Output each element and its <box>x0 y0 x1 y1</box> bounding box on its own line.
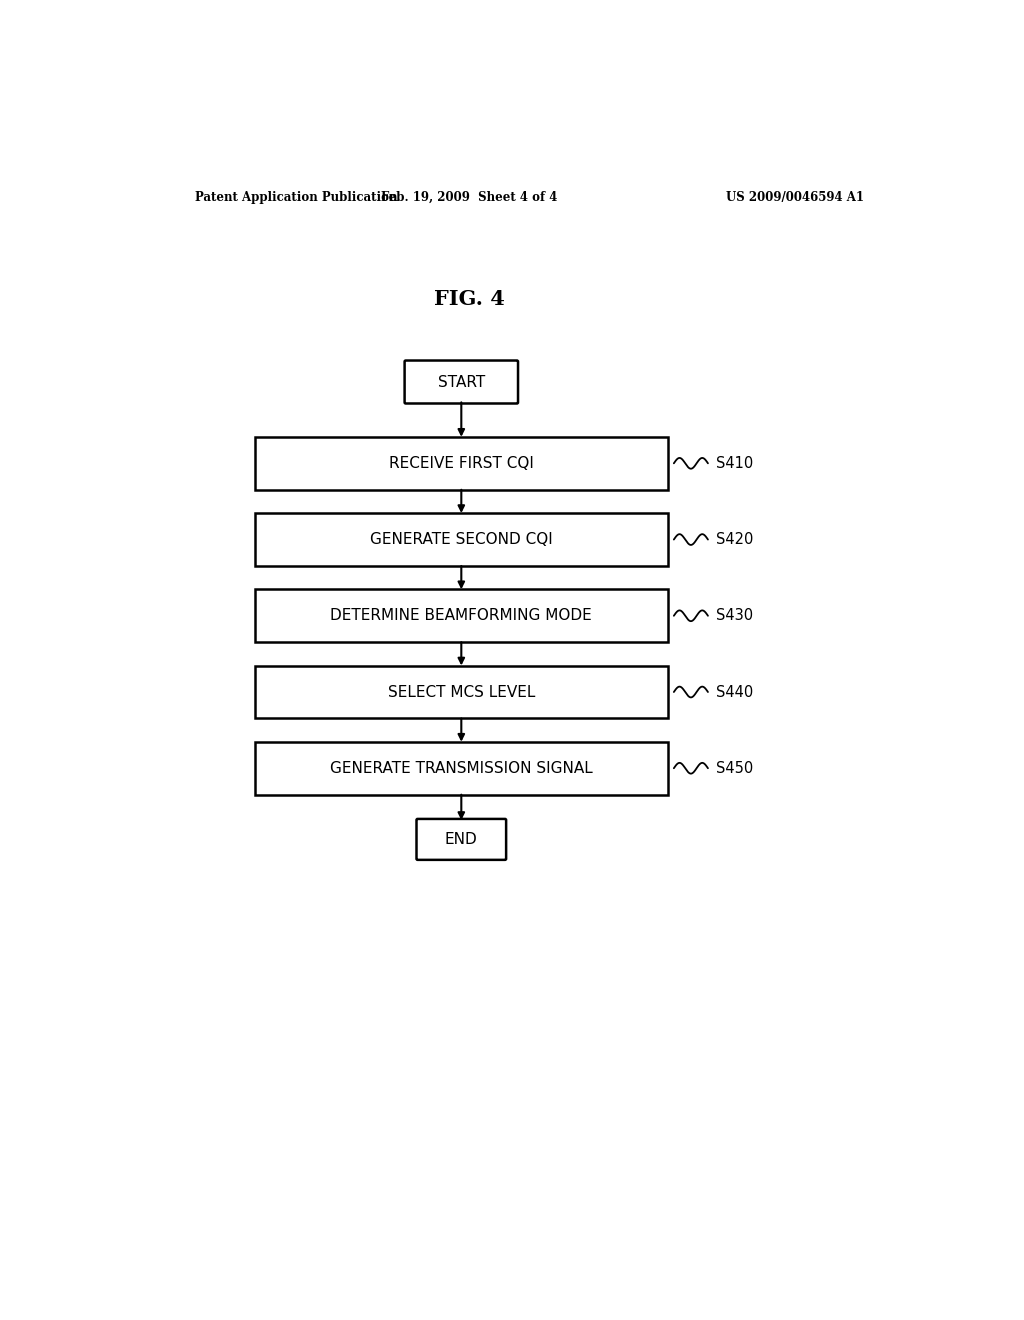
FancyBboxPatch shape <box>417 818 506 859</box>
Bar <box>255 589 668 643</box>
Text: GENERATE TRANSMISSION SIGNAL: GENERATE TRANSMISSION SIGNAL <box>330 760 593 776</box>
Text: S440: S440 <box>716 685 753 700</box>
Text: SELECT MCS LEVEL: SELECT MCS LEVEL <box>388 685 535 700</box>
Text: Patent Application Publication: Patent Application Publication <box>196 190 398 203</box>
Bar <box>255 665 668 718</box>
Text: GENERATE SECOND CQI: GENERATE SECOND CQI <box>370 532 553 546</box>
Text: END: END <box>445 832 477 847</box>
Text: S410: S410 <box>716 455 753 471</box>
Text: FIG. 4: FIG. 4 <box>434 289 505 309</box>
Bar <box>255 742 668 795</box>
Text: US 2009/0046594 A1: US 2009/0046594 A1 <box>726 190 863 203</box>
Bar <box>255 437 668 490</box>
Text: DETERMINE BEAMFORMING MODE: DETERMINE BEAMFORMING MODE <box>331 609 592 623</box>
Bar <box>255 513 668 566</box>
Text: RECEIVE FIRST CQI: RECEIVE FIRST CQI <box>389 455 534 471</box>
Text: S450: S450 <box>716 760 753 776</box>
Text: Feb. 19, 2009  Sheet 4 of 4: Feb. 19, 2009 Sheet 4 of 4 <box>381 190 557 203</box>
Text: S430: S430 <box>716 609 753 623</box>
Text: START: START <box>437 375 485 389</box>
FancyBboxPatch shape <box>404 360 518 404</box>
Text: S420: S420 <box>716 532 753 546</box>
